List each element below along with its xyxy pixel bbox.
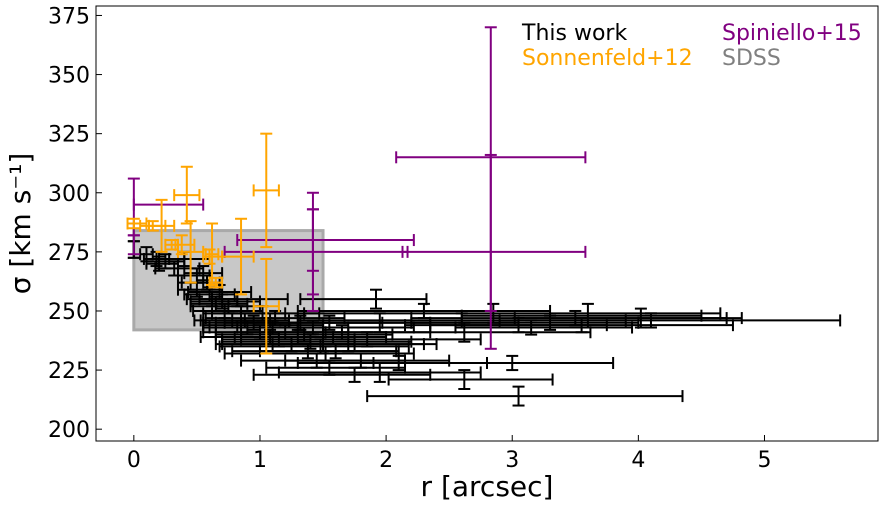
data-point <box>306 191 319 312</box>
y-tick-label: 375 <box>48 4 90 29</box>
ticks-layer: 0 1 2 3 4 5 200 225 250 275 300 325 350 375 <box>48 4 771 473</box>
data-point <box>127 234 140 256</box>
data-point <box>221 217 255 296</box>
series-layer <box>126 26 842 407</box>
series-sonnenfeld-12 <box>126 132 280 355</box>
data-point <box>299 288 428 310</box>
x-tick-label: 0 <box>127 448 141 473</box>
y-axis-label: σ [km s⁻¹] <box>4 153 37 294</box>
legend-entry-this-work: This work <box>521 21 627 46</box>
legend-entry-sdss: SDSS <box>722 46 781 71</box>
data-point <box>513 307 743 329</box>
data-point <box>223 345 415 362</box>
data-point <box>498 312 842 329</box>
data-point <box>252 132 280 249</box>
x-tick-label: 3 <box>505 448 519 473</box>
x-tick-label: 4 <box>631 448 645 473</box>
data-point <box>366 385 684 407</box>
data-point <box>208 276 224 289</box>
y-tick-label: 200 <box>48 418 90 443</box>
data-point <box>277 361 482 383</box>
data-point <box>460 302 703 329</box>
y-tick-label: 350 <box>48 64 90 89</box>
data-point <box>204 222 220 286</box>
x-tick-label: 5 <box>757 448 771 473</box>
data-point <box>284 352 451 369</box>
data-point <box>484 153 497 312</box>
x-tick-label: 2 <box>379 448 393 473</box>
data-point <box>147 198 176 253</box>
data-point <box>132 198 205 211</box>
x-axis-label: r [arcsec] <box>421 470 554 503</box>
data-point <box>401 245 587 258</box>
data-point <box>372 354 615 372</box>
y-tick-label: 250 <box>48 300 90 325</box>
y-tick-label: 275 <box>48 241 90 266</box>
x-tick-label: 1 <box>253 448 267 473</box>
legend-entry-sonnenfeld-12: Sonnenfeld+12 <box>522 46 693 71</box>
data-point <box>252 257 280 355</box>
series-this-work <box>127 240 842 407</box>
plot-frame <box>95 5 879 442</box>
y-tick-label: 300 <box>48 182 90 207</box>
y-tick-label: 225 <box>48 359 90 384</box>
data-point <box>387 369 554 390</box>
y-tick-label: 325 <box>48 123 90 148</box>
data-point <box>173 165 201 225</box>
legend-entry-spiniello-15: Spiniello+15 <box>722 21 862 46</box>
data-point <box>126 217 148 230</box>
legend: This work Spiniello+15 Sonnenfeld+12 SDSS <box>521 21 862 71</box>
